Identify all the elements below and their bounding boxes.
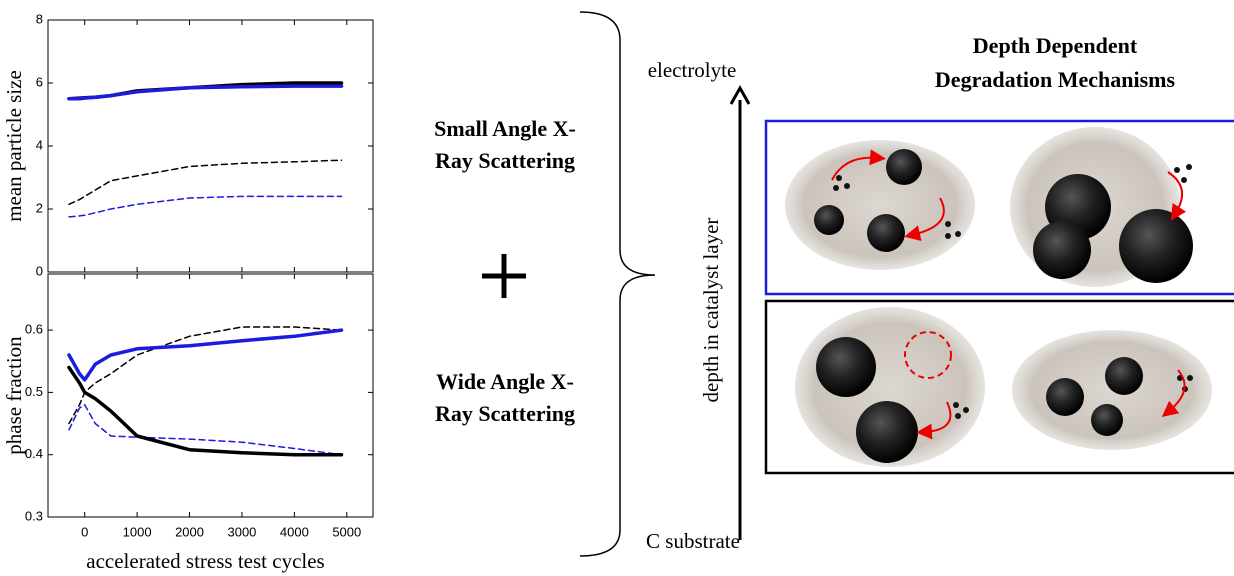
depth-axis-label: depth in catalyst layer (699, 218, 723, 403)
saxs-label: Ray Scattering (435, 148, 575, 173)
plot-frame (48, 274, 373, 517)
y-axis-label: mean particle size (2, 70, 26, 222)
y-tick-label: 2 (36, 200, 43, 215)
y-tick-label: 8 (36, 11, 43, 26)
y-tick-label: 0.3 (25, 508, 43, 523)
waxs-label: Wide Angle X- (436, 369, 574, 394)
support-particles (785, 127, 1212, 467)
x-tick-label: 3000 (227, 524, 256, 539)
x-tick-label: 5000 (332, 524, 361, 539)
x-tick-label: 1000 (123, 524, 152, 539)
brace (580, 12, 655, 556)
series-line (69, 330, 342, 380)
y-axis-label: phase fraction (2, 336, 26, 455)
bottom-label: C substrate (646, 529, 740, 553)
series-line (69, 86, 342, 99)
x-tick-label: 4000 (280, 524, 309, 539)
saxs-label: Small Angle X- (434, 116, 576, 141)
series-line (69, 196, 342, 217)
depth-arrow (731, 88, 749, 540)
diagram-title: Depth Dependent (973, 33, 1138, 58)
top-label: electrolyte (648, 58, 737, 82)
series-line (69, 368, 342, 455)
series-line (69, 160, 342, 204)
x-tick-label: 0 (81, 524, 88, 539)
y-tick-label: 0.5 (25, 384, 43, 399)
x-tick-label: 2000 (175, 524, 204, 539)
y-tick-label: 0.6 (25, 322, 43, 337)
plus-sign (482, 254, 526, 298)
diagram-title: Degradation Mechanisms (935, 67, 1176, 92)
y-tick-label: 0.4 (25, 446, 43, 461)
x-axis-label: accelerated stress test cycles (86, 549, 324, 573)
plots: 0 2 4 6 8 mean particle size 0.3 0.4 0.5 0.6 0 1000… (2, 11, 373, 572)
waxs-label: Ray Scattering (435, 401, 575, 426)
y-tick-label: 6 (36, 74, 43, 89)
plot-frame (48, 20, 373, 272)
y-tick-label: 0 (36, 263, 43, 278)
figure: Small Angle X- Ray Scattering Wide Angle… (0, 0, 1234, 576)
y-tick-label: 4 (36, 137, 43, 152)
